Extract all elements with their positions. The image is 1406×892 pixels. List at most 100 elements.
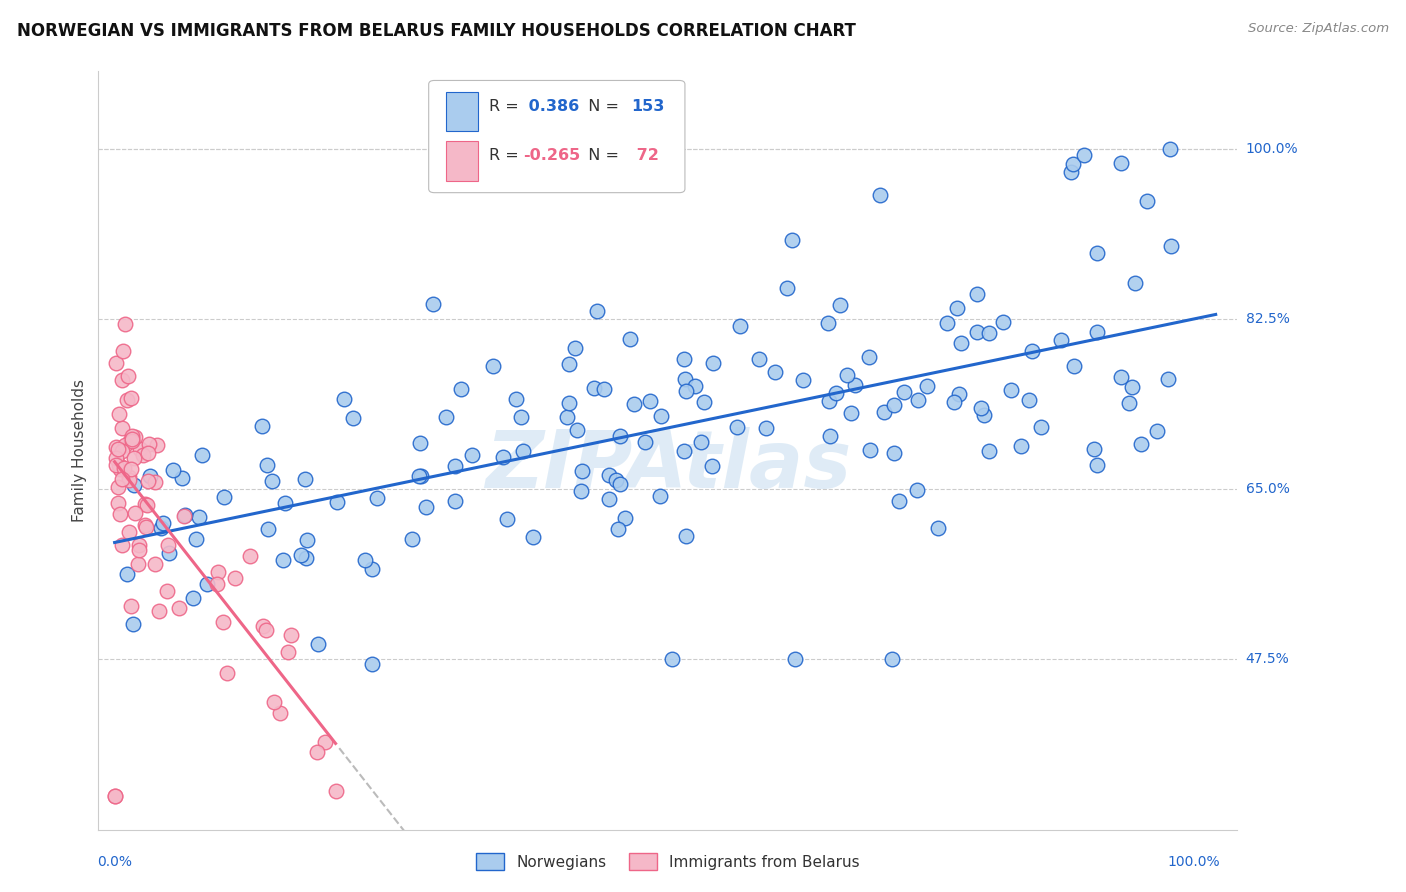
Point [935, 316, 957, 330]
Point [555, 409, 578, 424]
Point [260, 474, 283, 488]
Point [481, 359, 503, 373]
Point [401, 532, 423, 546]
Point [254, 623, 277, 637]
Point [1159, 142, 1181, 156]
Point [128, 543, 150, 558]
Point [950, 335, 973, 350]
Point [1129, 436, 1152, 450]
Point [188, 509, 211, 524]
Point [1050, 333, 1073, 347]
Point [623, 397, 645, 411]
Point [173, 508, 195, 523]
Point [1021, 343, 1043, 358]
Point [817, 316, 839, 330]
Point [844, 377, 866, 392]
Point [783, 652, 806, 666]
Point [134, 517, 156, 532]
Point [1125, 276, 1147, 290]
Point [136, 446, 159, 460]
Point [700, 458, 723, 473]
Text: N =: N = [578, 148, 624, 163]
Point [107, 480, 129, 494]
Point [977, 326, 1000, 341]
Point [107, 496, 129, 510]
Point [650, 409, 672, 423]
Text: R =: R = [489, 99, 524, 113]
Point [496, 512, 519, 526]
Point [157, 546, 180, 560]
Text: 153: 153 [631, 99, 665, 113]
Point [683, 378, 706, 392]
Point [114, 438, 136, 452]
Point [593, 382, 616, 396]
Point [148, 604, 170, 618]
Point [360, 657, 382, 672]
Text: ZIPAtlas: ZIPAtlas [485, 426, 851, 505]
Point [408, 469, 430, 483]
Point [135, 520, 157, 534]
Point [491, 450, 513, 464]
FancyBboxPatch shape [446, 92, 478, 131]
Point [120, 434, 142, 448]
Point [205, 577, 228, 591]
Point [942, 395, 965, 409]
Point [1062, 157, 1084, 171]
Point [124, 507, 146, 521]
Point [143, 557, 166, 571]
Point [693, 395, 716, 409]
Point [110, 507, 132, 521]
Point [105, 440, 128, 454]
Point [907, 392, 929, 407]
Point [755, 421, 778, 435]
Point [571, 464, 593, 478]
Point [1087, 246, 1109, 260]
Point [307, 637, 329, 651]
Point [111, 444, 134, 458]
Point [117, 369, 139, 384]
Point [818, 429, 841, 443]
Point [558, 396, 581, 410]
FancyBboxPatch shape [446, 141, 478, 180]
Point [569, 484, 592, 499]
Point [606, 522, 628, 536]
Text: 0.0%: 0.0% [97, 855, 132, 869]
Point [948, 387, 970, 401]
Point [748, 351, 770, 366]
Point [274, 496, 297, 510]
Point [619, 332, 641, 346]
Point [973, 408, 995, 422]
Point [1135, 194, 1157, 209]
Point [295, 533, 318, 548]
Point [1000, 383, 1022, 397]
Point [1156, 372, 1178, 386]
Point [883, 398, 905, 412]
Point [792, 373, 814, 387]
Point [776, 281, 799, 295]
Point [108, 407, 131, 421]
Point [725, 419, 748, 434]
Text: -0.265: -0.265 [523, 148, 581, 163]
Point [172, 471, 194, 485]
Point [118, 473, 141, 487]
Text: N =: N = [578, 99, 624, 113]
Point [558, 357, 581, 371]
Point [893, 384, 915, 399]
Point [1118, 396, 1140, 410]
Point [818, 394, 841, 409]
Point [111, 373, 134, 387]
Point [522, 530, 544, 544]
Point [169, 601, 191, 615]
Point [1160, 239, 1182, 253]
Point [173, 508, 195, 523]
Point [887, 494, 910, 508]
Point [512, 444, 534, 458]
Point [444, 459, 467, 474]
Text: 100.0%: 100.0% [1246, 142, 1298, 156]
Point [872, 405, 894, 419]
Point [280, 628, 302, 642]
Point [1146, 424, 1168, 438]
Point [342, 411, 364, 425]
Text: R =: R = [489, 148, 524, 163]
Point [131, 448, 153, 462]
